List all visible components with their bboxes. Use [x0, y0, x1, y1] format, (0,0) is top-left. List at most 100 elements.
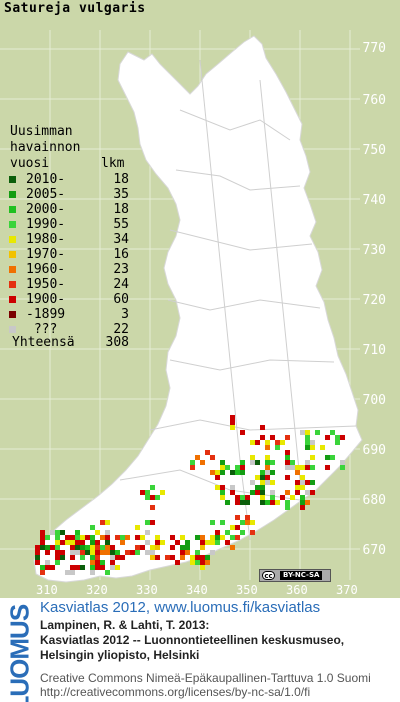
observation-square [210, 520, 215, 525]
legend-title: Uusimman havainnon vuosi [10, 124, 81, 171]
observation-square [70, 545, 75, 550]
observation-square [190, 555, 195, 560]
observation-square [135, 535, 140, 540]
observation-square [215, 475, 220, 480]
observation-square [150, 520, 155, 525]
observation-square [300, 465, 305, 470]
observation-square [105, 540, 110, 545]
observation-square [220, 520, 225, 525]
observation-square [280, 495, 285, 500]
observation-square [245, 500, 250, 505]
atlas-link[interactable]: Kasviatlas 2012, www.luomus.fi/kasviatla… [40, 599, 321, 616]
observation-square [60, 550, 65, 555]
observation-square [285, 435, 290, 440]
observation-square [240, 470, 245, 475]
observation-square [295, 480, 300, 485]
observation-square [50, 530, 55, 535]
license-text: Creative Commons Nimeä-Epäkaupallinen-Ta… [40, 671, 371, 699]
observation-square [55, 530, 60, 535]
observation-square [215, 530, 220, 535]
observation-square [265, 460, 270, 465]
observation-square [95, 545, 100, 550]
observation-square [205, 450, 210, 455]
observation-square [260, 500, 265, 505]
y-tick: 760 [362, 93, 386, 108]
observation-square [225, 465, 230, 470]
observation-square [330, 455, 335, 460]
observation-square [35, 560, 40, 565]
cc-badge-text: BY-NC-SA [280, 571, 323, 580]
cc-license-badge[interactable]: cc BY-NC-SA [259, 569, 331, 582]
observation-square [210, 455, 215, 460]
observation-square [200, 540, 205, 545]
observation-square [100, 560, 105, 565]
observation-square [105, 530, 110, 535]
observation-square [60, 555, 65, 560]
legend-row: 1950- 24 [9, 277, 129, 292]
observation-square [90, 535, 95, 540]
observation-square [230, 545, 235, 550]
observation-square [325, 435, 330, 440]
observation-square [240, 500, 245, 505]
legend-swatch [9, 236, 16, 243]
observation-square [305, 490, 310, 495]
observation-square [230, 420, 235, 425]
observation-square [190, 560, 195, 565]
observation-square [190, 460, 195, 465]
observation-square [195, 535, 200, 540]
legend-row: ??? 22 [9, 322, 129, 337]
observation-square [90, 560, 95, 565]
observation-square [305, 465, 310, 470]
observation-square [200, 560, 205, 565]
observation-square [185, 540, 190, 545]
observation-square [235, 525, 240, 530]
observation-square [170, 535, 175, 540]
legend-swatch [9, 176, 16, 183]
license-link[interactable]: http://creativecommons.org/licenses/by-n… [40, 685, 311, 699]
legend-swatch [9, 326, 16, 333]
observation-square [80, 540, 85, 545]
legend-swatch [9, 281, 16, 288]
observation-square [205, 555, 210, 560]
observation-square [145, 495, 150, 500]
observation-square [45, 535, 50, 540]
legend-row: -1899 3 [9, 307, 129, 322]
observation-square [70, 555, 75, 560]
observation-square [290, 460, 295, 465]
x-tick: 320 [86, 583, 108, 597]
observation-square [105, 535, 110, 540]
legend-swatch [9, 191, 16, 198]
observation-square [135, 525, 140, 530]
citation: Lampinen, R. & Lahti, T. 2013: Kasviatla… [40, 618, 345, 662]
observation-square [155, 540, 160, 545]
observation-square [285, 490, 290, 495]
observation-square [95, 560, 100, 565]
observation-square [270, 490, 275, 495]
observation-square [295, 485, 300, 490]
observation-square [160, 490, 165, 495]
observation-square [240, 530, 245, 535]
observation-square [340, 465, 345, 470]
observation-square [230, 525, 235, 530]
y-tick: 680 [362, 493, 386, 508]
y-tick: 690 [362, 443, 386, 458]
observation-square [200, 545, 205, 550]
observation-square [340, 460, 345, 465]
observation-square [215, 535, 220, 540]
observation-square [145, 550, 150, 555]
observation-square [260, 425, 265, 430]
observation-square [145, 540, 150, 545]
observation-square [220, 495, 225, 500]
legend-row: 2005- 35 [9, 187, 129, 202]
observation-square [210, 540, 215, 545]
municipality-borders [119, 59, 357, 541]
observation-square [195, 455, 200, 460]
observation-square [285, 450, 290, 455]
observation-square [235, 465, 240, 470]
legend-swatch [9, 311, 16, 318]
legend-swatch [9, 296, 16, 303]
observation-square [45, 560, 50, 565]
observation-square [260, 495, 265, 500]
observation-square [275, 440, 280, 445]
